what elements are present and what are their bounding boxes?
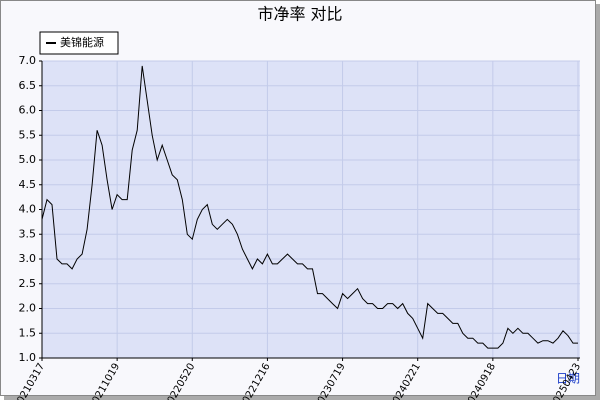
y-tick-label: 6.5: [19, 79, 37, 92]
y-tick-label: 4.0: [19, 203, 37, 216]
x-axis-label: 日期: [556, 372, 580, 386]
y-tick-label: 3.0: [19, 252, 37, 265]
y-tick-label: 5.5: [19, 128, 37, 141]
y-tick-label: 7.0: [19, 54, 37, 67]
series-line: [41, 65, 578, 349]
y-tick-label: 2.5: [19, 277, 37, 290]
shadow: [596, 4, 600, 400]
y-tick-label: 1.0: [19, 351, 37, 364]
y-tick-label: 1.5: [19, 326, 37, 339]
legend-label: 美锦能源: [60, 35, 104, 49]
legend: [39, 31, 119, 55]
y-tick-label: 3.5: [19, 227, 37, 240]
y-tick-label: 5.0: [19, 153, 37, 166]
chart-title: 市净率 对比: [257, 5, 342, 24]
y-tick-label: 6.0: [19, 104, 37, 117]
y-tick-label: 4.5: [19, 178, 37, 191]
y-tick-label: 2.0: [19, 302, 37, 315]
shadow: [4, 396, 600, 400]
